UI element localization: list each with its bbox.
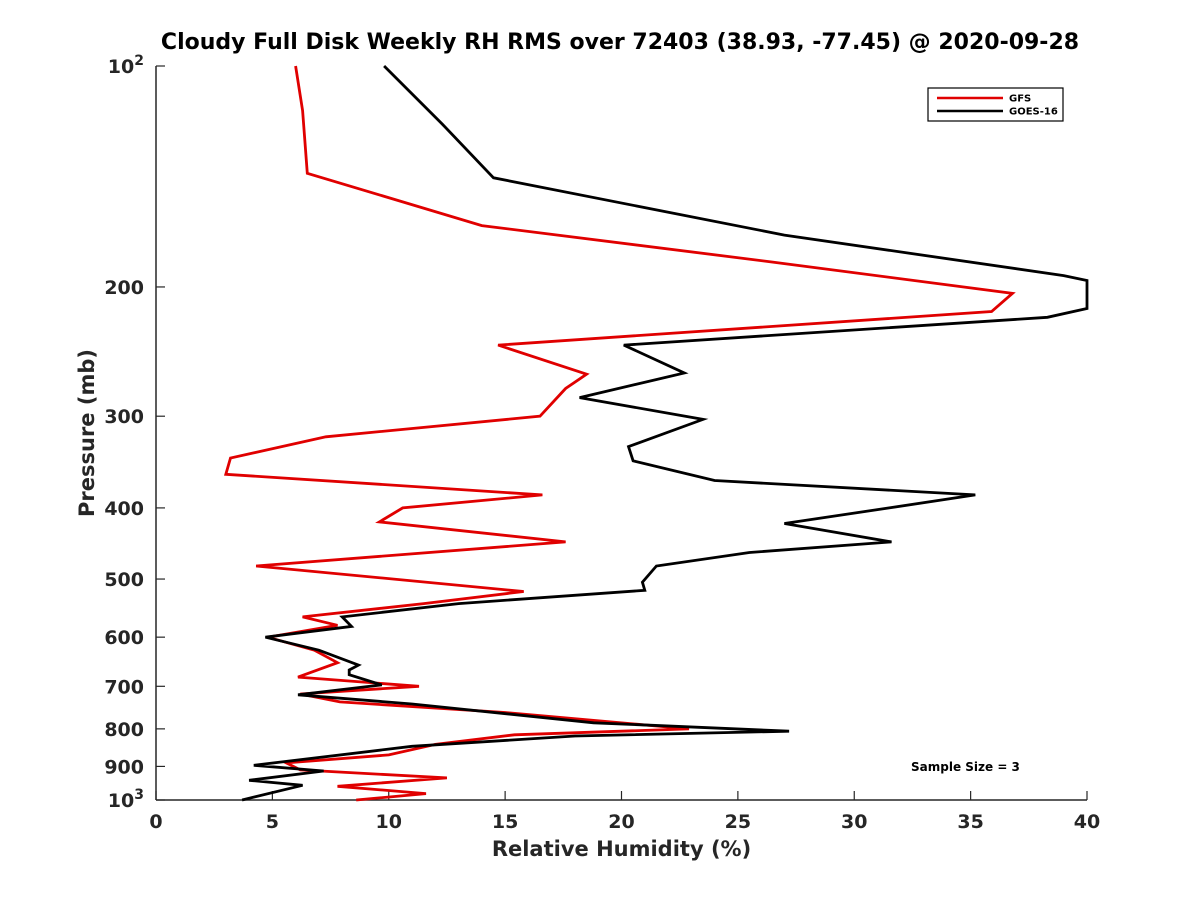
x-tick-label: 0 <box>149 811 162 833</box>
x-tick-label: 20 <box>608 811 634 833</box>
x-tick-label: 5 <box>266 811 279 833</box>
chart-title: Cloudy Full Disk Weekly RH RMS over 7240… <box>160 30 1080 55</box>
y-tick-label: 600 <box>104 627 144 649</box>
axis-labels: Relative Humidity (%) Pressure (mb) <box>75 349 751 861</box>
legend-box <box>927 87 1064 122</box>
x-tick-label: 10 <box>376 811 402 833</box>
series-line-gfs <box>223 65 1016 802</box>
axes: 0 5 10 15 20 25 30 35 40 102 200 300 400 500 600 700 800… <box>104 53 1100 833</box>
y-tick-label: 300 <box>104 406 144 428</box>
y-tick-label: 900 <box>104 756 144 778</box>
legend-entry: GFS <box>1009 94 1031 105</box>
x-tick-label: 35 <box>957 811 983 833</box>
y-tick-label: 500 <box>104 569 144 591</box>
y-tick-label: 102 <box>108 53 144 78</box>
y-tick-label: 700 <box>104 676 144 698</box>
y-tick-label: 800 <box>104 719 144 741</box>
y-tick-label: 200 <box>104 277 144 299</box>
y-tick-label: 103 <box>108 787 144 812</box>
x-tick-label: 25 <box>725 811 751 833</box>
y-axis-label: Pressure (mb) <box>75 349 99 517</box>
series-lines <box>223 65 1089 802</box>
series-line-goes-16 <box>241 65 1089 802</box>
x-tick-label: 30 <box>841 811 867 833</box>
sample-size-annotation: Sample Size = 3 <box>911 760 1020 774</box>
legend: GFS GOES-16 <box>927 87 1064 122</box>
x-tick-label: 15 <box>492 811 518 833</box>
legend-entry: GOES-16 <box>1009 107 1058 118</box>
x-axis-label: Relative Humidity (%) <box>492 837 751 861</box>
x-tick-label: 40 <box>1074 811 1100 833</box>
y-tick-label: 400 <box>104 498 144 520</box>
